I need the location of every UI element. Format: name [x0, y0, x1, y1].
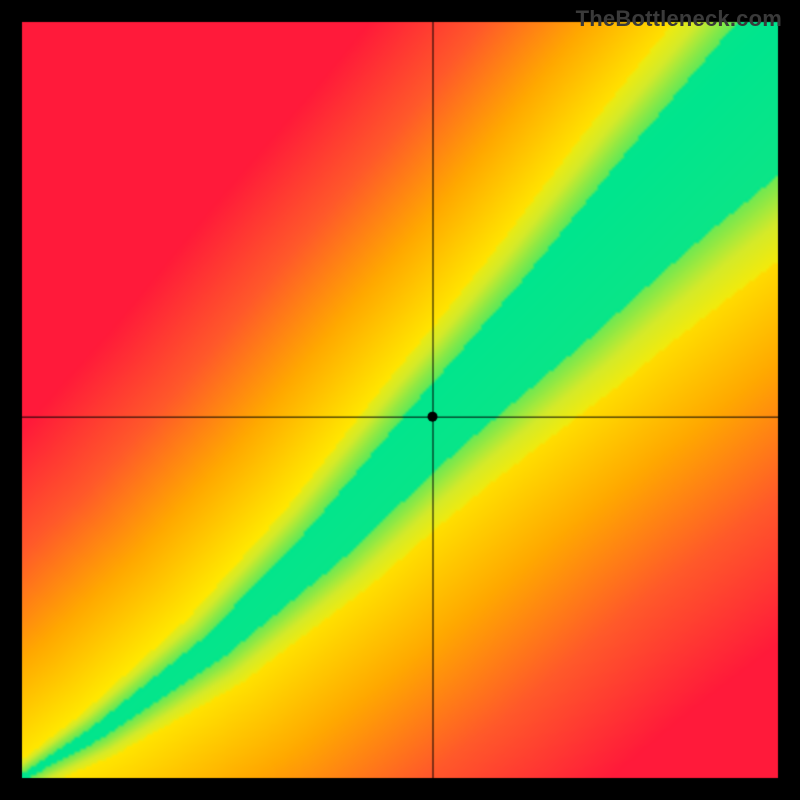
- watermark-text: TheBottleneck.com: [576, 6, 782, 32]
- heatmap-canvas: [0, 0, 800, 800]
- chart-container: TheBottleneck.com: [0, 0, 800, 800]
